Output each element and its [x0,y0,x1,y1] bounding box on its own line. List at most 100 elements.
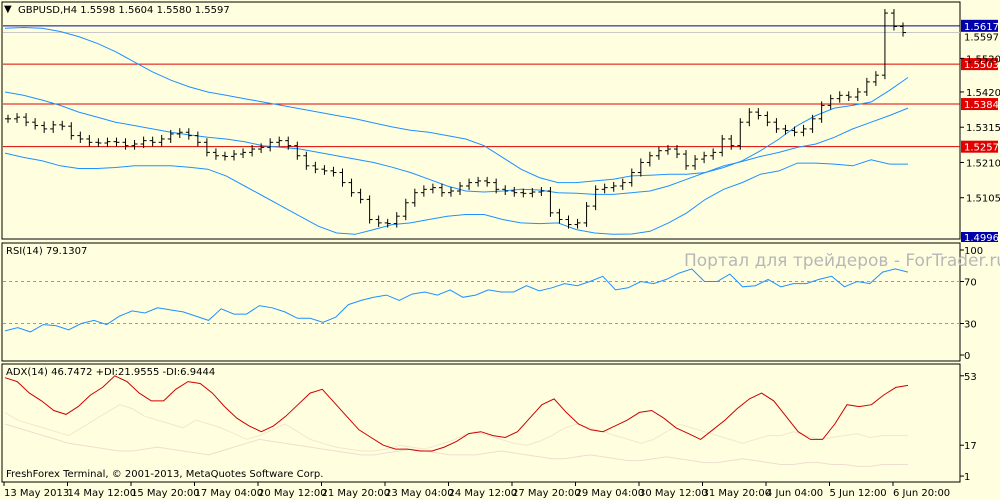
candle [176,128,183,138]
candle [764,111,771,127]
price-tick-label: 1.5520 [966,54,1000,65]
candle [863,77,870,96]
rsi-tick-label: 30 [964,320,977,331]
adx-tick-label: 53 [964,372,977,383]
triangle-down-icon[interactable]: ▼ [4,4,12,15]
candle [447,186,454,197]
candle [710,148,717,160]
bottom-price-label: 1.4996 [964,233,999,244]
candle [212,148,219,160]
candle [719,134,726,157]
candle [348,178,355,197]
candle [149,136,156,147]
candle [158,134,165,147]
candle [294,141,301,160]
candle [375,215,382,227]
candle [827,94,834,110]
candle [41,121,48,133]
adx-series-line [4,375,909,452]
x-tick-label: 6 Jun 20:00 [893,488,950,499]
bollinger-upper [4,26,909,184]
candle [14,113,21,123]
candle [484,176,491,187]
candle [854,87,861,102]
x-tick-label: 23 May 04:00 [385,488,454,499]
level-label: 1.5384 [964,100,999,111]
price-panel[interactable] [1,1,961,240]
adx-series-line [4,423,908,467]
candle [50,120,57,133]
candle [520,188,527,198]
candle [538,186,545,197]
candle [683,150,690,170]
candle [203,138,210,157]
candle [565,215,572,229]
x-tick-label: 15 May 20:00 [131,488,200,499]
candle [86,134,93,147]
rsi-line [4,268,909,333]
candle [231,150,238,161]
adx-tick-label: 1 [964,472,970,483]
x-tick-label: 5 Jun 12:00 [830,488,887,499]
candle [240,148,247,159]
candle [131,139,138,150]
level-label-bg [961,98,998,111]
candle [800,124,807,137]
candle [737,118,744,150]
rsi-title: RSI(14) 79.1307 [6,246,88,257]
x-tick-label: 13 May 2013 [4,488,69,499]
rsi-tick-label: 70 [964,278,977,289]
candle [59,120,66,131]
candle [872,71,879,86]
candle [167,129,174,143]
candle [601,183,608,194]
rsi-tick-label: 0 [964,351,970,362]
price-tick-label: 1.5420 [966,88,1000,99]
candle [692,155,699,170]
watermark: Портал для трейдеров - ForTrader.ru [684,251,1000,271]
rsi-tick-label: 100 [964,246,983,257]
x-tick-label: 20 May 12:00 [258,488,327,499]
candle [276,136,283,147]
bollinger-middle [4,91,909,195]
candle [221,151,228,161]
candle [592,185,599,211]
candle [140,136,147,149]
bottom-label-bg [961,232,998,242]
candle [194,131,201,147]
candle [267,138,274,152]
candle [818,101,825,123]
candle [728,134,735,150]
adx-panel[interactable] [1,363,961,483]
candle [5,114,11,123]
candle [574,218,581,229]
candle [249,145,256,157]
level-label-bg [961,140,998,153]
candle [366,195,373,224]
candle [429,183,436,194]
candle [420,185,427,197]
candle [619,178,626,190]
candle [610,181,617,192]
candle [502,185,509,196]
candle [556,208,563,224]
rsi-panel[interactable] [1,242,961,362]
candle [393,212,400,228]
candle [646,151,653,167]
candle [881,9,888,80]
candle [104,137,111,148]
candle [782,124,789,135]
copyright: FreshForex Terminal, © 2001-2013, MetaQu… [6,469,324,480]
candle [258,143,265,154]
x-tick-label: 17 May 04:00 [195,488,264,499]
candle [68,122,75,140]
candle [755,108,762,120]
candle [339,168,346,187]
candle [303,151,310,170]
candle [312,161,319,174]
candle [402,198,409,221]
chart-header: GBPUSD,H4 1.5598 1.5604 1.5580 1.5597 [18,5,230,16]
x-tick-label: 31 May 20:00 [703,488,772,499]
price-tick-label: 1.5105 [966,194,1000,205]
